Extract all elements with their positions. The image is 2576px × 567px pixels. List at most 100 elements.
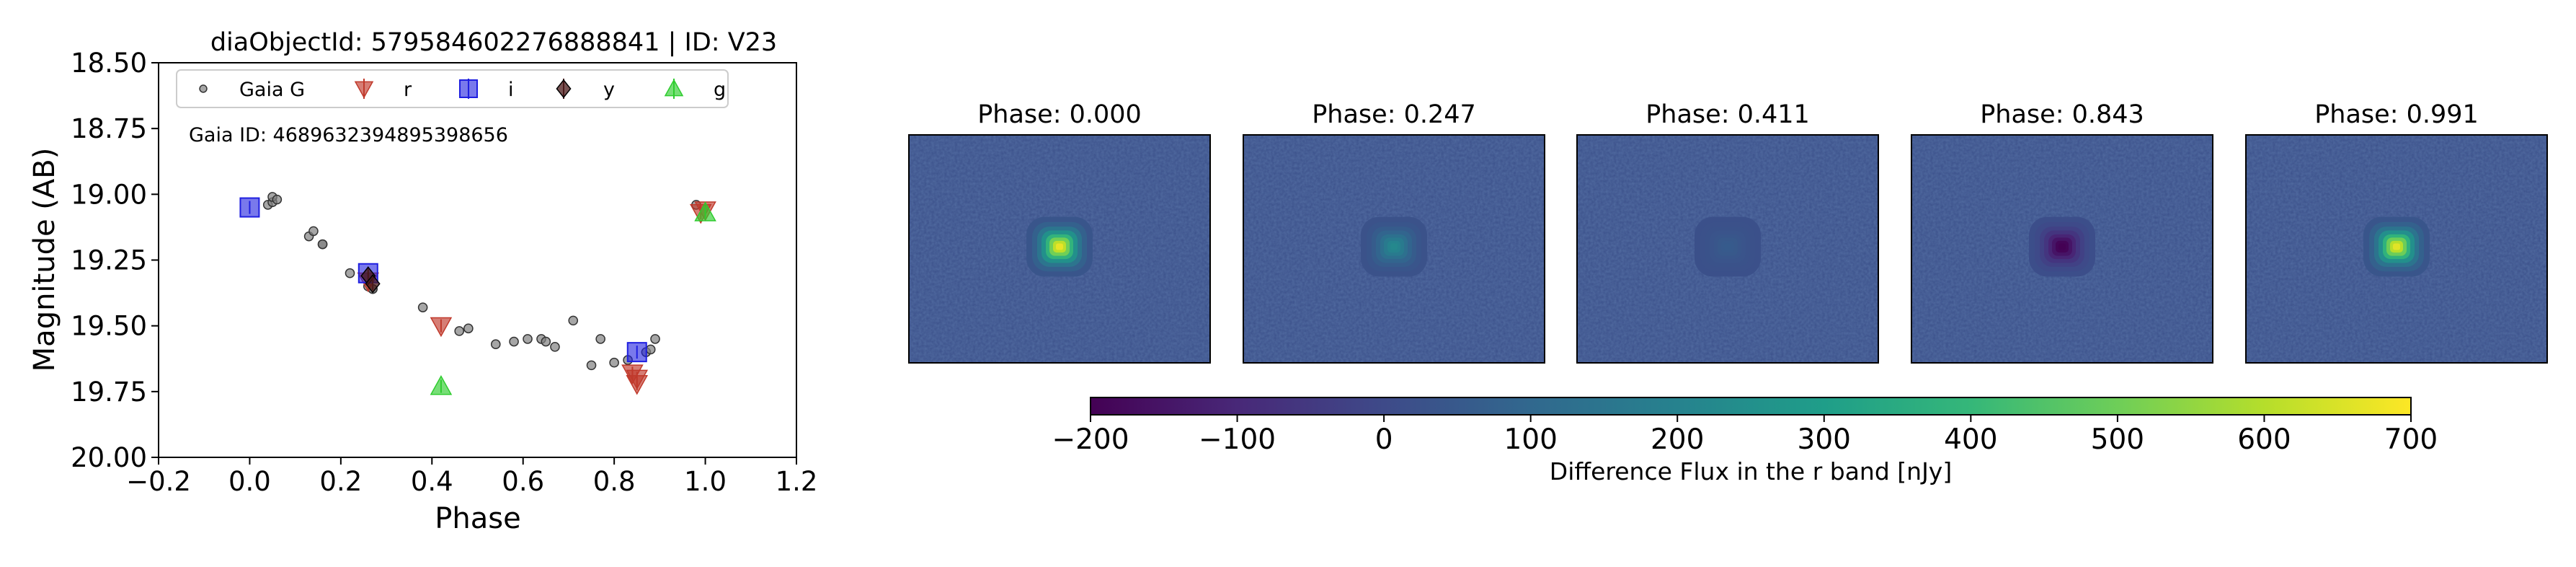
legend-marker-i xyxy=(459,79,478,98)
legend-marker-g xyxy=(664,79,684,97)
light-curve-legend: Gaia G r i y g xyxy=(176,69,729,108)
difference-image-panels: Phase: 0.000 Phase: 0.247 Phase: 0.411 Phas… xyxy=(908,100,2548,364)
legend-frame xyxy=(176,69,729,108)
data-point-gaia-g xyxy=(650,334,660,344)
data-point-gaia-g xyxy=(345,268,355,278)
cutout-panel: Phase: 0.247 xyxy=(1243,100,1545,364)
legend-entries: Gaia G r i y g xyxy=(199,79,726,101)
cutout-source xyxy=(1695,216,1761,277)
x-tick-label: 1.0 xyxy=(684,466,727,497)
colorbar-tick-label: 0 xyxy=(1375,423,1393,456)
light-curve-panel: diaObjectId: 579584602276888841 | ID: V2… xyxy=(28,28,817,535)
data-point-y xyxy=(365,274,381,294)
cutout-panel: Phase: 0.991 xyxy=(2245,100,2548,364)
cutout-frame xyxy=(1911,134,2213,364)
data-point-g xyxy=(694,201,716,221)
legend-label: i xyxy=(508,79,514,101)
source-level xyxy=(1724,243,1731,250)
y-tick-label: 18.75 xyxy=(71,113,147,144)
data-point-gaia-g xyxy=(272,194,283,205)
cutout-title: Phase: 0.000 xyxy=(977,100,1142,129)
gaia-id-annotation: Gaia ID: 4689632394895398656 xyxy=(189,124,508,146)
data-point-gaia-g xyxy=(509,336,519,347)
colorbar-tick-label: 700 xyxy=(2384,423,2438,456)
x-tick-label: 1.2 xyxy=(776,466,818,497)
legend-marker-y xyxy=(556,79,572,99)
light-curve-y-ticks: 18.50 18.75 19.00 19.25 19.50 19.75 20.00 xyxy=(71,48,159,473)
colorbar-tick-label: 300 xyxy=(1798,423,1851,456)
y-tick-label: 18.50 xyxy=(71,48,147,79)
data-point-gaia-g xyxy=(645,344,656,355)
colorbar-ticks: −200 −100 0 100 200 300 400 500 600 700 xyxy=(1052,415,2438,456)
colorbar-gradient xyxy=(1090,397,2412,416)
legend-label: r xyxy=(404,79,412,101)
x-tick-label: 0.2 xyxy=(319,466,362,497)
data-point-gaia-g xyxy=(586,360,597,371)
cutout-title: Phase: 0.843 xyxy=(1980,100,2144,129)
cutout-source xyxy=(2029,216,2095,277)
legend-label: g xyxy=(714,79,726,101)
legend-label: Gaia G xyxy=(239,79,305,101)
data-point-r xyxy=(626,374,649,395)
x-tick-label: 0.8 xyxy=(593,466,636,497)
colorbar: −200 −100 0 100 200 300 400 500 600 700 Differenc… xyxy=(1052,397,2438,485)
cutout-source xyxy=(2363,216,2430,277)
cutout-panel: Phase: 0.843 xyxy=(1911,100,2213,364)
light-curve-axes-frame xyxy=(158,62,797,458)
x-tick-label: −0.2 xyxy=(126,466,191,497)
colorbar-label: Difference Flux in the r band [nJy] xyxy=(1550,457,1952,485)
data-point-g xyxy=(430,374,453,395)
light-curve-title: diaObjectId: 579584602276888841 | ID: V2… xyxy=(210,28,777,57)
legend-label: y xyxy=(603,79,615,101)
x-tick-label: 0.4 xyxy=(411,466,453,497)
legend-marker-gaia-g xyxy=(199,84,208,93)
light-curve-points xyxy=(239,192,716,395)
cutout-source xyxy=(1026,216,1093,277)
colorbar-tick-label: −100 xyxy=(1199,423,1276,456)
source-level xyxy=(2393,243,2400,250)
data-point-gaia-g xyxy=(523,334,533,344)
colorbar-tick-label: 600 xyxy=(2237,423,2291,456)
cutout-frame xyxy=(908,134,1211,364)
data-point-gaia-g xyxy=(541,336,551,347)
cutout-frame xyxy=(2245,134,2548,364)
data-point-i xyxy=(239,197,260,218)
y-tick-label: 19.25 xyxy=(71,245,147,276)
data-point-gaia-g xyxy=(417,302,428,312)
data-point-gaia-g xyxy=(609,357,619,368)
data-point-gaia-g xyxy=(317,239,328,250)
x-tick-label: 0.6 xyxy=(502,466,544,497)
data-point-gaia-g xyxy=(490,339,501,349)
data-point-gaia-g xyxy=(454,326,465,336)
light-curve-x-ticks: −0.2 0.0 0.2 0.4 0.6 0.8 1.0 1.2 xyxy=(126,457,817,497)
source-level xyxy=(1390,243,1398,250)
y-tick-label: 19.75 xyxy=(71,377,147,408)
y-tick-label: 19.50 xyxy=(71,311,147,342)
colorbar-tick-label: 500 xyxy=(2091,423,2144,456)
data-point-gaia-g xyxy=(463,323,474,334)
cutout-panel: Phase: 0.000 xyxy=(908,100,1211,364)
source-level xyxy=(1056,243,1063,250)
cutout-title: Phase: 0.247 xyxy=(1312,100,1476,129)
light-curve-x-label: Phase xyxy=(435,502,520,535)
data-point-gaia-g xyxy=(568,315,579,326)
colorbar-tick-label: 200 xyxy=(1651,423,1704,456)
cutout-title: Phase: 0.991 xyxy=(2314,100,2479,129)
light-curve-y-label: Magnitude (AB) xyxy=(28,148,61,372)
colorbar-tick-label: −200 xyxy=(1052,423,1129,456)
cutout-frame xyxy=(1576,134,1879,364)
cutout-frame xyxy=(1243,134,1545,364)
data-point-r xyxy=(430,317,453,338)
data-point-gaia-g xyxy=(595,334,605,344)
y-tick-label: 20.00 xyxy=(71,442,147,473)
cutout-panel: Phase: 0.411 xyxy=(1576,100,1879,364)
x-tick-label: 0.0 xyxy=(228,466,271,497)
data-point-gaia-g xyxy=(308,226,319,237)
colorbar-tick-label: 400 xyxy=(1944,423,1997,456)
cutout-title: Phase: 0.411 xyxy=(1645,100,1810,129)
data-point-gaia-g xyxy=(550,342,560,352)
colorbar-tick-label: 100 xyxy=(1504,423,1557,456)
source-level xyxy=(2058,243,2066,250)
legend-marker-r xyxy=(354,81,374,99)
